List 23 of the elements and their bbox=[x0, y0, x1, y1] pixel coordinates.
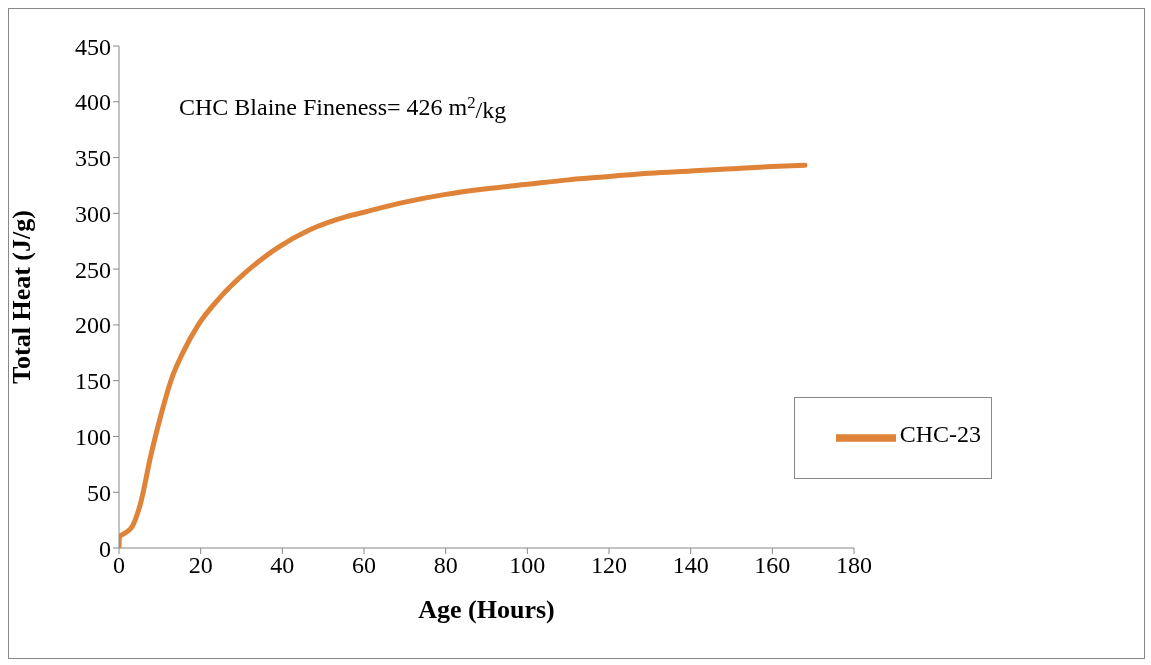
x-tick-label: 100 bbox=[509, 552, 546, 579]
y-tick-label: 200 bbox=[75, 312, 111, 339]
x-axis-title: Age (Hours) bbox=[418, 595, 555, 624]
x-tick-label: 20 bbox=[188, 552, 213, 579]
legend-label: CHC-23 bbox=[899, 420, 981, 447]
y-tick-label: 350 bbox=[75, 145, 111, 172]
y-tick-label: 300 bbox=[75, 200, 111, 227]
x-tick-label: 180 bbox=[836, 552, 872, 579]
y-tick-label: 400 bbox=[75, 89, 111, 116]
y-tick-label: 250 bbox=[75, 256, 111, 283]
x-tick-label: 40 bbox=[270, 552, 295, 579]
x-tick-label: 140 bbox=[672, 552, 709, 579]
x-tick-label: 120 bbox=[591, 552, 627, 579]
x-tick-label: 60 bbox=[352, 552, 376, 579]
y-tick-label: 450 bbox=[75, 33, 111, 60]
x-tick-label: 80 bbox=[433, 552, 458, 579]
y-axis-title: Total Heat (J/g) bbox=[7, 210, 37, 384]
y-tick-label: 0 bbox=[99, 535, 111, 562]
x-tick-label: 160 bbox=[754, 552, 791, 579]
y-tick-label: 50 bbox=[87, 479, 111, 506]
y-tick-label: 100 bbox=[75, 423, 111, 450]
y-tick-label: 150 bbox=[75, 368, 111, 395]
annotation: CHC Blaine Fineness= 426 m$^{2}$/kg bbox=[179, 93, 507, 123]
